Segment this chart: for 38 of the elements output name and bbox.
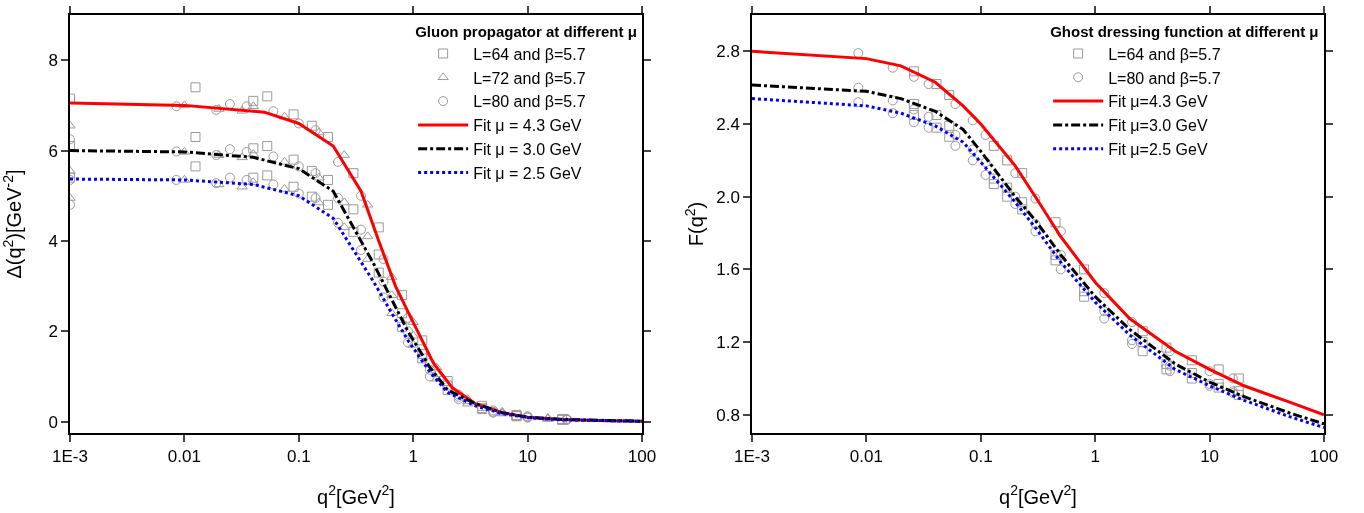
y-tick-label: 1.2: [716, 333, 740, 353]
y-tick-label: 6: [48, 141, 58, 161]
x-tick-label: 0.1: [286, 447, 311, 467]
x-tick-label: 1E-3: [52, 447, 88, 467]
x-tick-label: 1: [408, 447, 418, 467]
x-axis-title: q$^{2}$[GeV$^{2}$]: [999, 482, 1077, 508]
legend-label: Fit μ=2.5 GeV: [1108, 140, 1208, 158]
x-tick-label: 1E-3: [734, 447, 770, 467]
legend-label: Fit μ = 4.3 GeV: [473, 117, 582, 135]
y-tick-label: 1.6: [716, 260, 740, 280]
legend-label: L=72 and β=5.7: [473, 69, 586, 87]
legend-label: Fit μ = 3.0 GeV: [473, 140, 582, 158]
legend-label: L=80 and β=5.7: [473, 93, 586, 111]
legend-label: L=64 and β=5.7: [1108, 45, 1221, 63]
y-tick-label: 2: [48, 322, 58, 342]
legend-title: Gluon propagator at different μ: [415, 22, 637, 40]
y-tick-label: 2.8: [716, 42, 740, 62]
x-tick-label: 1: [1090, 447, 1100, 467]
y-tick-label: 0.8: [716, 405, 740, 425]
x-tick-label: 100: [627, 447, 657, 467]
x-tick-label: 0.1: [968, 447, 993, 467]
legend-label: Fit μ=4.3 GeV: [1108, 93, 1208, 111]
legend-title: Ghost dressing function at different μ: [1050, 22, 1319, 40]
y-tick-label: 8: [48, 51, 58, 71]
legend-label: Fit μ=3.0 GeV: [1108, 117, 1208, 135]
x-axis-title: q$^{2}$[GeV$^{2}$]: [317, 482, 395, 508]
y-tick-label: 4: [48, 231, 58, 251]
y-tick-label: 2.4: [716, 114, 740, 134]
x-tick-label: 10: [1200, 447, 1220, 467]
x-tick-label: 100: [1309, 447, 1339, 467]
y-tick-label: 2.0: [716, 187, 740, 207]
x-tick-label: 10: [518, 447, 538, 467]
x-tick-label: 0.01: [849, 447, 883, 467]
legend-label: L=80 and β=5.7: [1108, 69, 1221, 87]
y-tick-label: 0: [48, 412, 58, 432]
legend-label: Fit μ = 2.5 GeV: [473, 164, 582, 182]
legend-label: L=64 and β=5.7: [473, 45, 586, 63]
x-tick-label: 0.01: [167, 447, 201, 467]
